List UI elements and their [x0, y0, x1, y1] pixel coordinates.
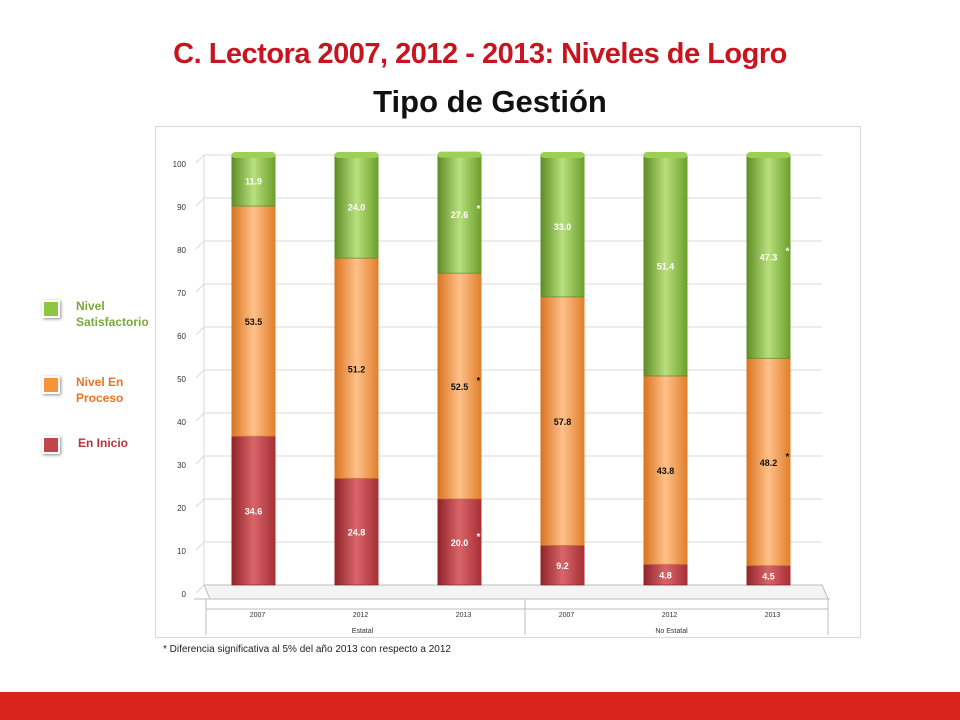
bar-segment	[746, 565, 791, 585]
y-tick-label: 20	[177, 504, 186, 513]
data-label: 47.3	[760, 253, 778, 263]
bar-segment	[334, 478, 379, 585]
data-label: 51.4	[657, 262, 675, 272]
bar-cap	[540, 152, 585, 158]
page-subtitle: Tipo de Gestión	[373, 84, 607, 119]
bar-segment	[746, 358, 791, 566]
legend-label-satisfactorio: Nivel Satisfactorio	[76, 299, 149, 329]
y-tick-label: 60	[177, 332, 186, 341]
bar-segment	[540, 296, 585, 546]
x-tick-label: 2013	[456, 612, 472, 619]
data-label: 9.2	[556, 561, 569, 571]
significance-mark: *	[786, 452, 790, 463]
bar-cap	[746, 152, 791, 158]
data-label: 52.5	[451, 382, 469, 392]
significance-mark: *	[786, 247, 790, 258]
gridline-slant	[195, 240, 205, 250]
chart-area: 0 10 20 30 40 50 60 70 80 90 100 34.6 53.5 11.9 2007 24…	[155, 126, 861, 638]
legend-swatch-satisfactorio	[42, 300, 60, 318]
data-label: 4.5	[762, 571, 775, 581]
legend-swatch-inicio	[42, 436, 60, 454]
gridline-slant	[195, 584, 205, 594]
data-label: 34.6	[245, 507, 263, 517]
gridline-slant	[195, 197, 205, 207]
gridline-slant	[195, 498, 205, 508]
bar-segment	[643, 564, 688, 585]
gridline-slant	[195, 154, 205, 164]
data-label: 43.8	[657, 466, 675, 476]
footnote: * Diferencia significativa al 5% del año…	[163, 644, 451, 655]
x-tick-label: 2007	[559, 612, 575, 619]
group-label: No Estatal	[655, 628, 688, 635]
y-tick-label: 30	[177, 461, 186, 470]
stacked-bar-chart: 0 10 20 30 40 50 60 70 80 90 100 34.6 53.5 11.9 2007 24…	[173, 151, 830, 635]
gridline-slant	[195, 326, 205, 336]
gridline-slant	[195, 455, 205, 465]
data-label: 24.0	[348, 203, 366, 213]
legend-label-inicio: En Inicio	[78, 436, 129, 450]
legend-label-proceso: Nivel En Proceso	[76, 375, 124, 405]
y-tick-label: 10	[177, 547, 186, 556]
chart-legend: Nivel Satisfactorio Nivel En Proceso En …	[42, 290, 162, 460]
bar-segment	[746, 155, 791, 359]
data-label: 24.8	[348, 528, 366, 538]
y-tick-label: 50	[177, 375, 186, 384]
bar-segment	[231, 436, 276, 585]
bar-segment	[334, 155, 379, 259]
footer-bar	[0, 692, 960, 720]
bar-cap	[643, 152, 688, 158]
data-label: 4.8	[659, 571, 672, 581]
x-tick-label: 2012	[662, 612, 678, 619]
bar-segment	[437, 273, 482, 499]
bar-segment	[437, 154, 482, 274]
data-label: 11.9	[245, 177, 262, 187]
significance-mark: *	[477, 532, 481, 543]
data-label: 48.2	[760, 458, 778, 468]
bar-segment	[540, 155, 585, 297]
bar-segment	[231, 206, 276, 437]
y-tick-label: 100	[173, 160, 187, 169]
gridline-slant	[195, 412, 205, 422]
group-label: Estatal	[352, 628, 374, 635]
bar-cap	[437, 151, 482, 158]
y-tick-label: 70	[177, 289, 186, 298]
bar-segment	[643, 376, 688, 565]
data-label: 27.6	[451, 210, 469, 220]
data-label: 53.5	[245, 317, 263, 327]
bar-segment	[334, 258, 379, 479]
chart-floor	[203, 584, 829, 600]
gridline-slant	[195, 541, 205, 551]
bar-cap	[334, 152, 379, 158]
bar-segment	[643, 155, 688, 377]
x-tick-label: 2013	[765, 612, 781, 619]
significance-mark: *	[477, 376, 481, 387]
y-tick-label: 90	[177, 203, 186, 212]
legend-swatch-proceso	[42, 376, 60, 394]
data-label: 57.8	[554, 417, 572, 427]
y-tick-label: 80	[177, 246, 186, 255]
gridline-slant	[195, 369, 205, 379]
data-label: 33.0	[554, 222, 572, 232]
x-tick-label: 2012	[353, 612, 369, 619]
bar-segment	[231, 155, 276, 207]
bar-segment	[540, 545, 585, 585]
significance-mark: *	[477, 204, 481, 215]
data-label: 51.2	[348, 364, 366, 374]
data-label: 20.0	[451, 538, 469, 548]
y-tick-label: 40	[177, 418, 186, 427]
page-title: C. Lectora 2007, 2012 - 2013: Niveles de…	[173, 38, 787, 70]
x-tick-label: 2007	[250, 612, 266, 619]
y-tick-label: 0	[182, 590, 187, 599]
gridline-slant	[195, 283, 205, 293]
bar-cap	[231, 152, 276, 158]
bar-segment	[437, 499, 482, 585]
